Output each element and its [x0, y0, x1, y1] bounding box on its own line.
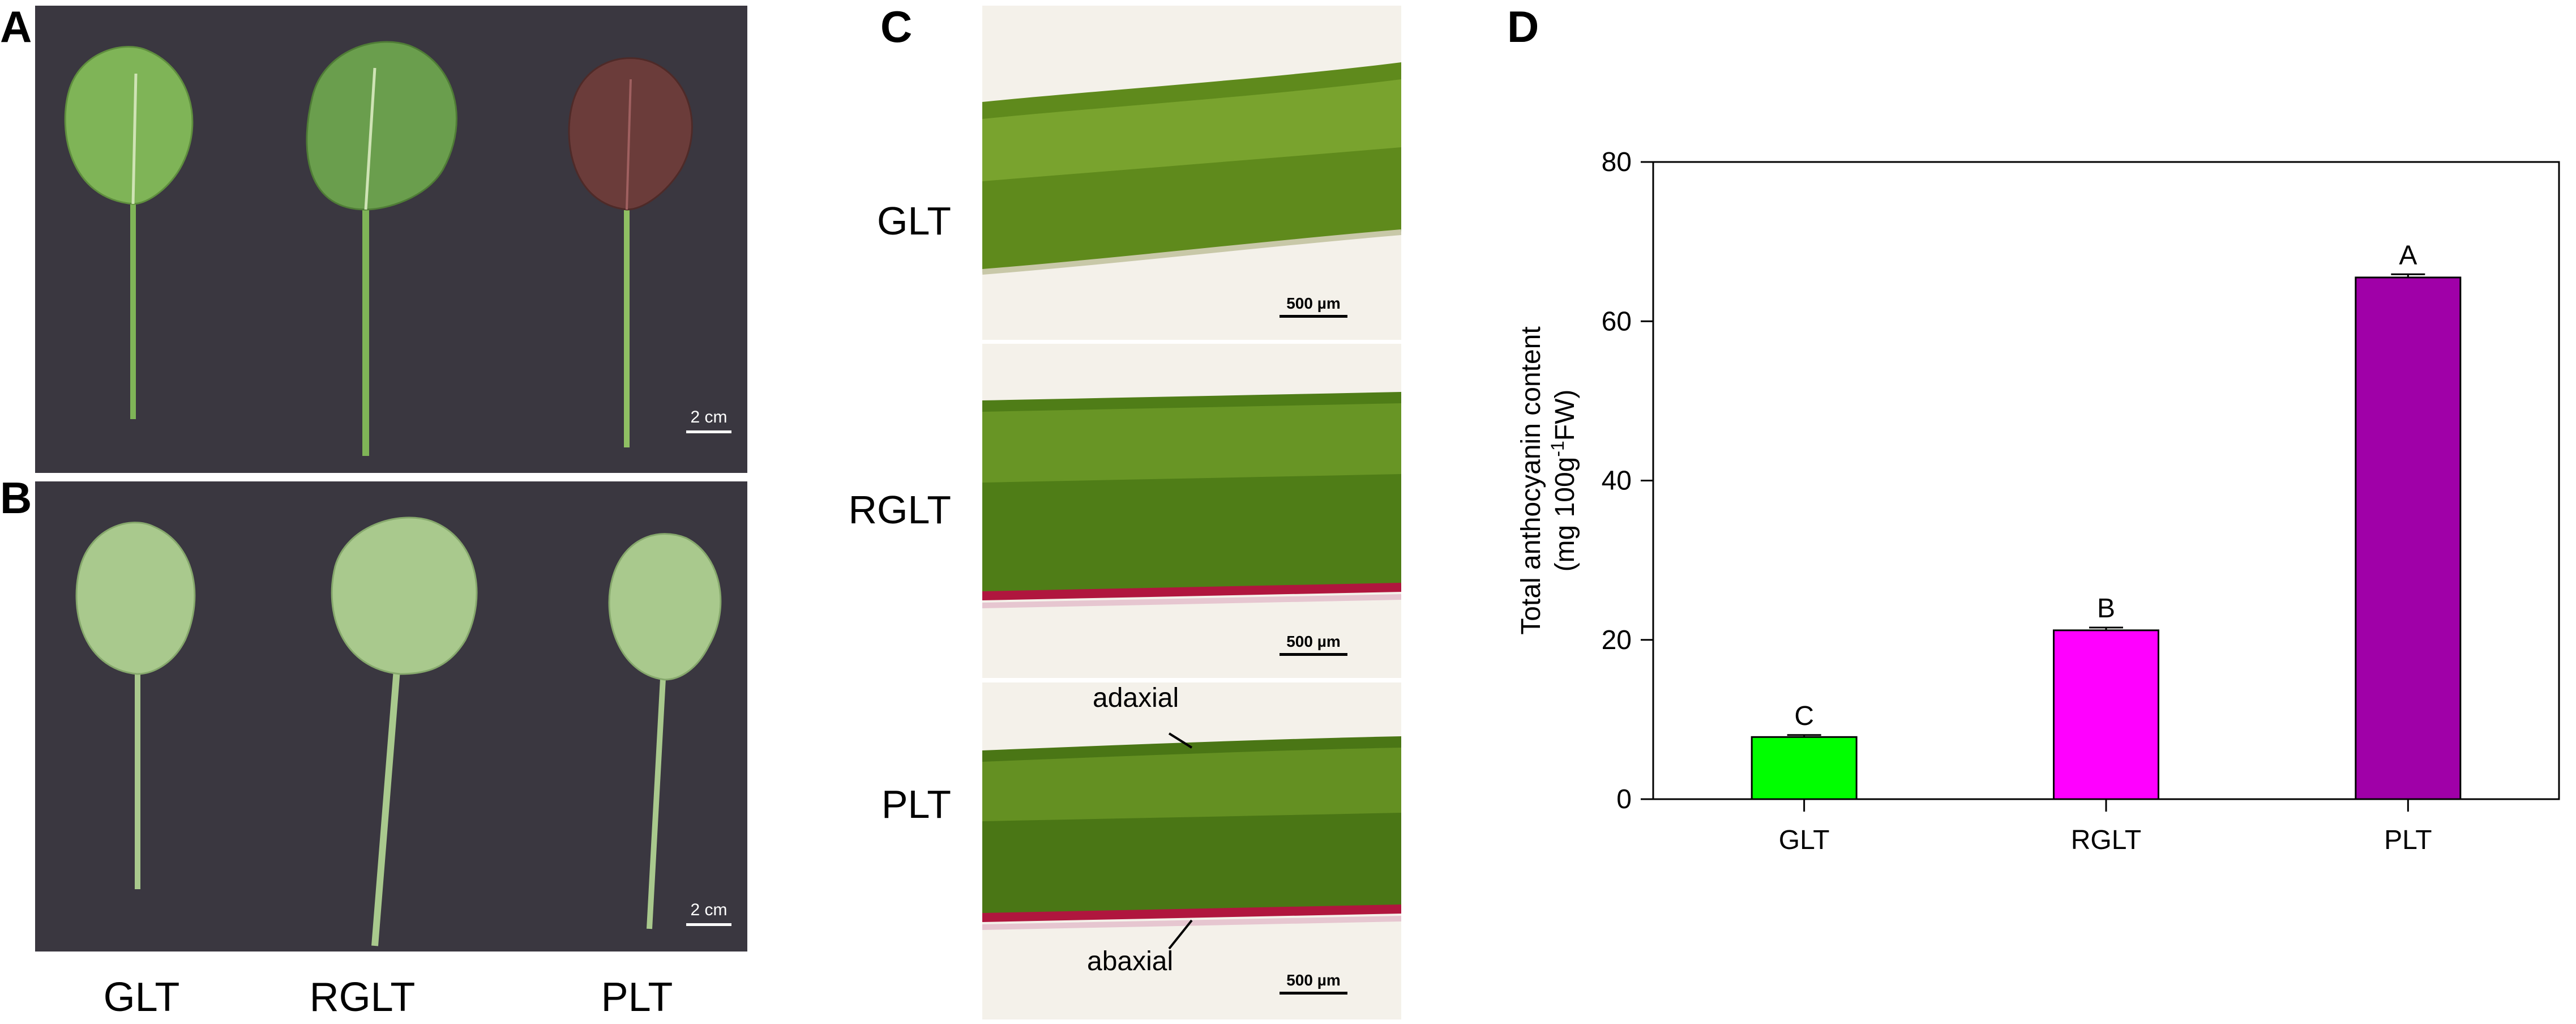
- panel-a-letter: A: [0, 2, 32, 52]
- y-tick-label-0: 0: [1616, 784, 1632, 814]
- micro-glt-tissue: [982, 62, 1401, 275]
- panel-b-scale-bar: 2 cm: [686, 901, 731, 926]
- photo-label-rglt: RGLT: [309, 975, 416, 1020]
- y-axis-label-sup: -1: [1547, 441, 1568, 456]
- leaf-glt-abaxial: [75, 522, 196, 889]
- micro-rglt-tissue: [982, 392, 1401, 608]
- micro-rglt-scale-label: 500 µm: [1286, 633, 1341, 650]
- photo-label-plt: PLT: [601, 975, 673, 1020]
- abaxial-pointer: [1168, 919, 1193, 950]
- photo-label-glt: GLT: [103, 975, 180, 1020]
- micro-plt-scale: 500 µm: [1280, 971, 1347, 995]
- micro-plt-scale-label: 500 µm: [1286, 971, 1341, 989]
- y-axis-label-line1: Total anthocyanin content: [1516, 326, 1546, 634]
- bar-plt: [2355, 276, 2462, 800]
- leaf-plt-abaxial: [608, 533, 722, 929]
- panel-b-letter: B: [0, 473, 32, 523]
- y-tick-label-40: 40: [1602, 466, 1632, 496]
- panel-b-scale-label: 2 cm: [690, 901, 728, 919]
- panel-a-scale-line: [686, 430, 731, 433]
- leaf-plt-adaxial: [568, 57, 693, 447]
- y-axis-label-suffix: FW): [1550, 390, 1580, 441]
- y-axis-label-prefix: (mg 100g: [1550, 457, 1580, 572]
- y-tick-label-60: 60: [1602, 306, 1632, 336]
- leaf-glt-adaxial: [64, 46, 194, 419]
- micro-plt-scale-line: [1280, 992, 1347, 995]
- panel-b-photo: 2 cm: [35, 481, 747, 952]
- micro-label-plt: PLT: [881, 782, 951, 826]
- x-tick-label-rglt: RGLT: [2071, 825, 2141, 855]
- annotation-adaxial: adaxial: [1093, 683, 1179, 713]
- significance-letter-rglt: B: [2097, 594, 2115, 624]
- x-tick-label-glt: GLT: [1779, 825, 1830, 855]
- panel-d-letter: D: [1507, 2, 1539, 52]
- micro-glt-scale-line: [1280, 315, 1347, 318]
- x-axis-labels: GLT RGLT PLT: [1779, 799, 2432, 855]
- significance-letter-glt: C: [1794, 701, 1814, 731]
- y-axis-ticks: 0 20 40 60 80: [1602, 147, 1653, 814]
- panel-a-photo: 2 cm: [35, 6, 747, 473]
- panel-c-letter: C: [880, 2, 913, 52]
- panel-a-scale-bar: 2 cm: [686, 408, 731, 433]
- adaxial-pointer: [1168, 732, 1193, 749]
- micro-rglt-scale-line: [1280, 653, 1347, 656]
- micro-rglt-scale: 500 µm: [1280, 633, 1347, 656]
- micro-glt-scale-label: 500 µm: [1286, 295, 1341, 312]
- leaf-rglt-adaxial: [306, 41, 457, 456]
- anthocyanin-bar-chart: 0 20 40 60 80 C B A GLT RGLT PLT Total anthocyan…: [1516, 147, 2560, 855]
- panel-a-leaves: [64, 41, 693, 456]
- micro-label-rglt: RGLT: [848, 488, 952, 532]
- significance-letter-plt: A: [2399, 240, 2417, 270]
- micro-plt-tissue: [982, 732, 1401, 950]
- bar-glt: [1751, 736, 1858, 800]
- x-tick-label-plt: PLT: [2384, 825, 2432, 855]
- panel-a-scale-label: 2 cm: [690, 408, 728, 426]
- panel-b-leaves: [75, 517, 722, 946]
- y-tick-label-80: 80: [1602, 147, 1632, 177]
- y-tick-label-20: 20: [1602, 625, 1632, 655]
- leaf-rglt-abaxial: [331, 517, 478, 946]
- bar-rglt: [2053, 629, 2159, 800]
- chart-bars: C B A: [1751, 240, 2462, 800]
- micro-plt: adaxial abaxial 500 µm: [982, 682, 1401, 1019]
- annotation-abaxial: abaxial: [1087, 946, 1174, 976]
- y-axis-label-line2: (mg 100g-1FW): [1547, 390, 1580, 572]
- panel-b-scale-line: [686, 923, 731, 926]
- micro-glt: 500 µm: [982, 6, 1401, 340]
- micro-glt-scale: 500 µm: [1280, 295, 1347, 318]
- micro-label-glt: GLT: [877, 199, 951, 243]
- micro-rglt: 500 µm: [982, 344, 1401, 678]
